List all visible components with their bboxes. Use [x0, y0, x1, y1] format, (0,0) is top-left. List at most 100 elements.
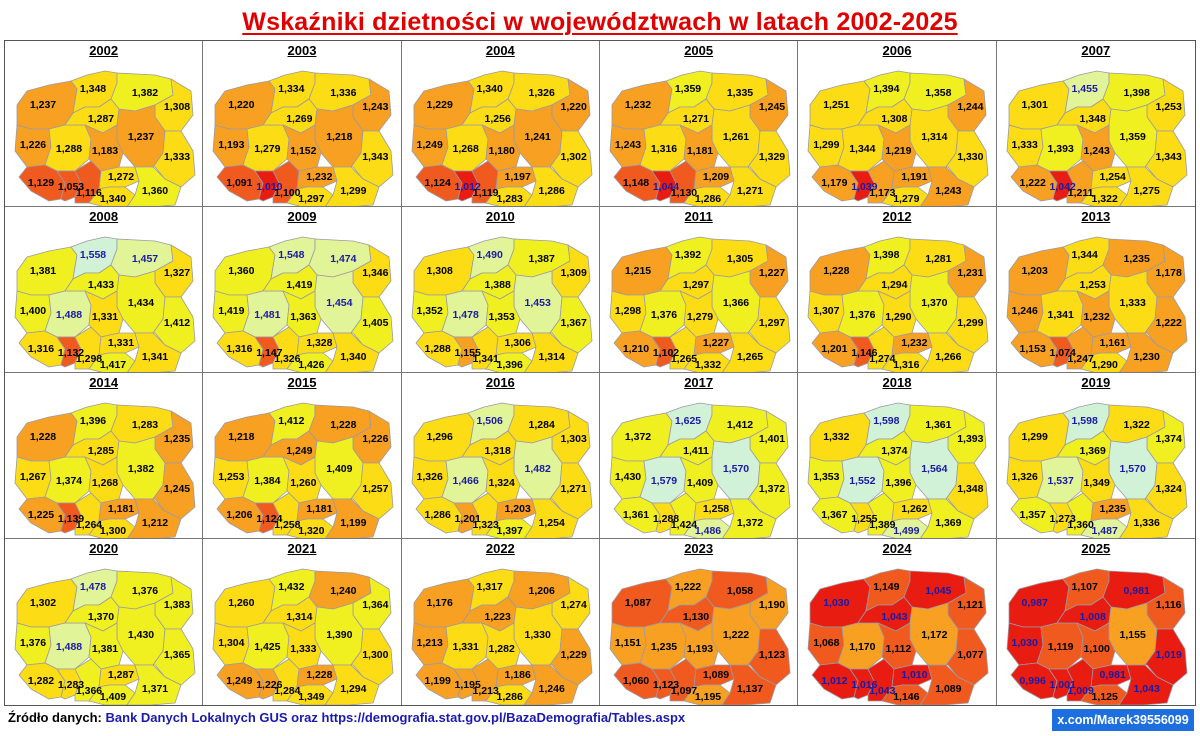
poland-map-svg	[1006, 70, 1188, 206]
region-value-label: 1,228	[823, 265, 850, 277]
region-value-label: 1,370	[87, 611, 115, 623]
poland-map	[798, 55, 995, 206]
region-value-label: 1,043	[881, 611, 908, 623]
poland-map-svg	[807, 236, 989, 372]
region-value-label: 1,397	[496, 525, 523, 537]
region-value-label: 1,275	[1133, 185, 1160, 197]
region-value-label: 1,255	[851, 513, 878, 525]
region-value-label: 1,279	[686, 311, 714, 323]
region-value-label: 1,316	[226, 343, 253, 355]
region-value-label: 1,322	[1091, 193, 1118, 205]
region-value-label: 1,389	[869, 519, 896, 531]
region-podkarpackie	[1118, 166, 1174, 206]
region-value-label: 1,195	[694, 691, 722, 703]
poland-map	[997, 387, 1195, 538]
region-value-label: 1,478	[452, 309, 479, 321]
region-podkarpackie	[920, 166, 975, 206]
region-value-label: 1,074	[1049, 347, 1076, 359]
region-value-label: 1,231	[957, 267, 984, 279]
year-label: 2020	[89, 541, 119, 556]
region-value-label: 1,232	[901, 337, 928, 349]
region-value-label: 1,243	[935, 185, 962, 197]
region-value-label: 1,558	[79, 249, 107, 261]
region-value-label: 1,366	[722, 297, 750, 309]
region-value-label: 1,308	[881, 113, 908, 125]
region-value-label: 1,287	[87, 113, 115, 125]
region-value-label: 1,369	[1079, 445, 1106, 457]
region-value-label: 1,283	[496, 193, 523, 205]
region-value-label: 1,307	[813, 305, 840, 317]
region-value-label: 1,393	[1047, 143, 1074, 155]
region-value-label: 1,269	[286, 113, 313, 125]
region-value-label: 1,360	[1067, 519, 1094, 531]
region-value-label: 1,570	[722, 463, 750, 475]
region-value-label: 1,179	[821, 177, 848, 189]
region-value-label: 1,320	[298, 525, 325, 537]
region-value-label: 1,348	[1079, 113, 1106, 125]
region-value-label: 1,335	[726, 87, 754, 99]
region-value-label: 1,419	[218, 305, 245, 317]
year-label: 2013	[1081, 209, 1111, 224]
author-badge[interactable]: x.com/Marek39556099	[1052, 709, 1194, 731]
region-value-label: 1,316	[650, 143, 678, 155]
region-value-label: 1,453	[524, 297, 551, 309]
region-value-label: 1,286	[496, 691, 523, 703]
region-value-label: 1,097	[670, 685, 698, 697]
region-value-label: 1,246	[1011, 305, 1038, 317]
region-value-label: 1,372	[736, 517, 764, 529]
region-value-label: 1,300	[362, 649, 389, 661]
poland-map	[5, 221, 202, 372]
region-value-label: 1,361	[925, 419, 952, 431]
region-value-label: 1,330	[524, 629, 551, 641]
region-value-label: 1,284	[274, 685, 301, 697]
region-value-label: 1,488	[55, 309, 83, 321]
region-value-label: 1,296	[426, 431, 453, 443]
poland-map	[5, 553, 202, 705]
region-value-label: 1,412	[726, 419, 754, 431]
region-value-label: 1,043	[1133, 683, 1160, 695]
region-value-label: 1,265	[736, 351, 764, 363]
region-value-label: 1,230	[1133, 351, 1160, 363]
region-podkarpackie	[127, 332, 182, 372]
region-value-label: 1,455	[1071, 83, 1098, 95]
year-label: 2019	[1081, 375, 1111, 390]
region-value-label: 1,232	[306, 171, 333, 183]
region-value-label: 1,008	[1079, 611, 1106, 623]
region-value-label: 1,190	[758, 599, 786, 611]
region-value-label: 1,394	[873, 83, 900, 95]
region-podkarpackie	[126, 664, 182, 705]
region-value-label: 1,344	[849, 143, 876, 155]
region-value-label: 1,266	[935, 351, 962, 363]
region-value-label: 1,333	[163, 151, 191, 163]
region-value-label: 1,333	[1011, 139, 1038, 151]
region-value-label: 1,203	[504, 503, 531, 515]
region-value-label: 1,392	[674, 249, 702, 261]
region-value-label: 1,228	[306, 669, 333, 681]
region-value-label: 1,223	[484, 611, 511, 623]
year-label: 2009	[287, 209, 317, 224]
region-value-label: 1,172	[921, 629, 948, 641]
region-value-label: 1,598	[1071, 415, 1098, 427]
region-value-label: 1,116	[1155, 599, 1182, 611]
region-value-label: 1,474	[330, 253, 357, 265]
source-link[interactable]: Bank Danych Lokalnych GUS oraz https://d…	[105, 710, 686, 725]
year-map-panel: 2002 1,237 1,348 1,382 1,308 1,226 1,288 1,287 1…	[5, 41, 204, 207]
region-value-label: 1,279	[893, 193, 920, 205]
region-value-label: 1,349	[298, 691, 325, 703]
region-value-label: 1,195	[454, 679, 481, 691]
region-value-label: 1,341	[141, 351, 169, 363]
poland-map-svg	[1006, 236, 1188, 372]
year-label: 2010	[485, 209, 515, 224]
year-map-panel: 2023 1,087 1,222 1,058 1,190 1,151 1,235 1,130 1…	[599, 539, 799, 705]
region-value-label: 1,478	[79, 581, 107, 593]
region-value-label: 1,396	[79, 415, 107, 427]
region-podkarpackie	[325, 332, 380, 372]
region-value-label: 1,249	[416, 139, 443, 151]
region-value-label: 1,222	[1155, 317, 1182, 329]
year-map-panel: 2019 1,299 1,598 1,322 1,374 1,326 1,537 1,369 1…	[996, 373, 1195, 539]
region-value-label: 1,290	[885, 311, 912, 323]
region-podkarpackie	[324, 664, 380, 705]
region-value-label: 1,220	[228, 99, 255, 111]
poland-map-svg	[807, 568, 989, 705]
region-value-label: 1,364	[362, 599, 389, 611]
